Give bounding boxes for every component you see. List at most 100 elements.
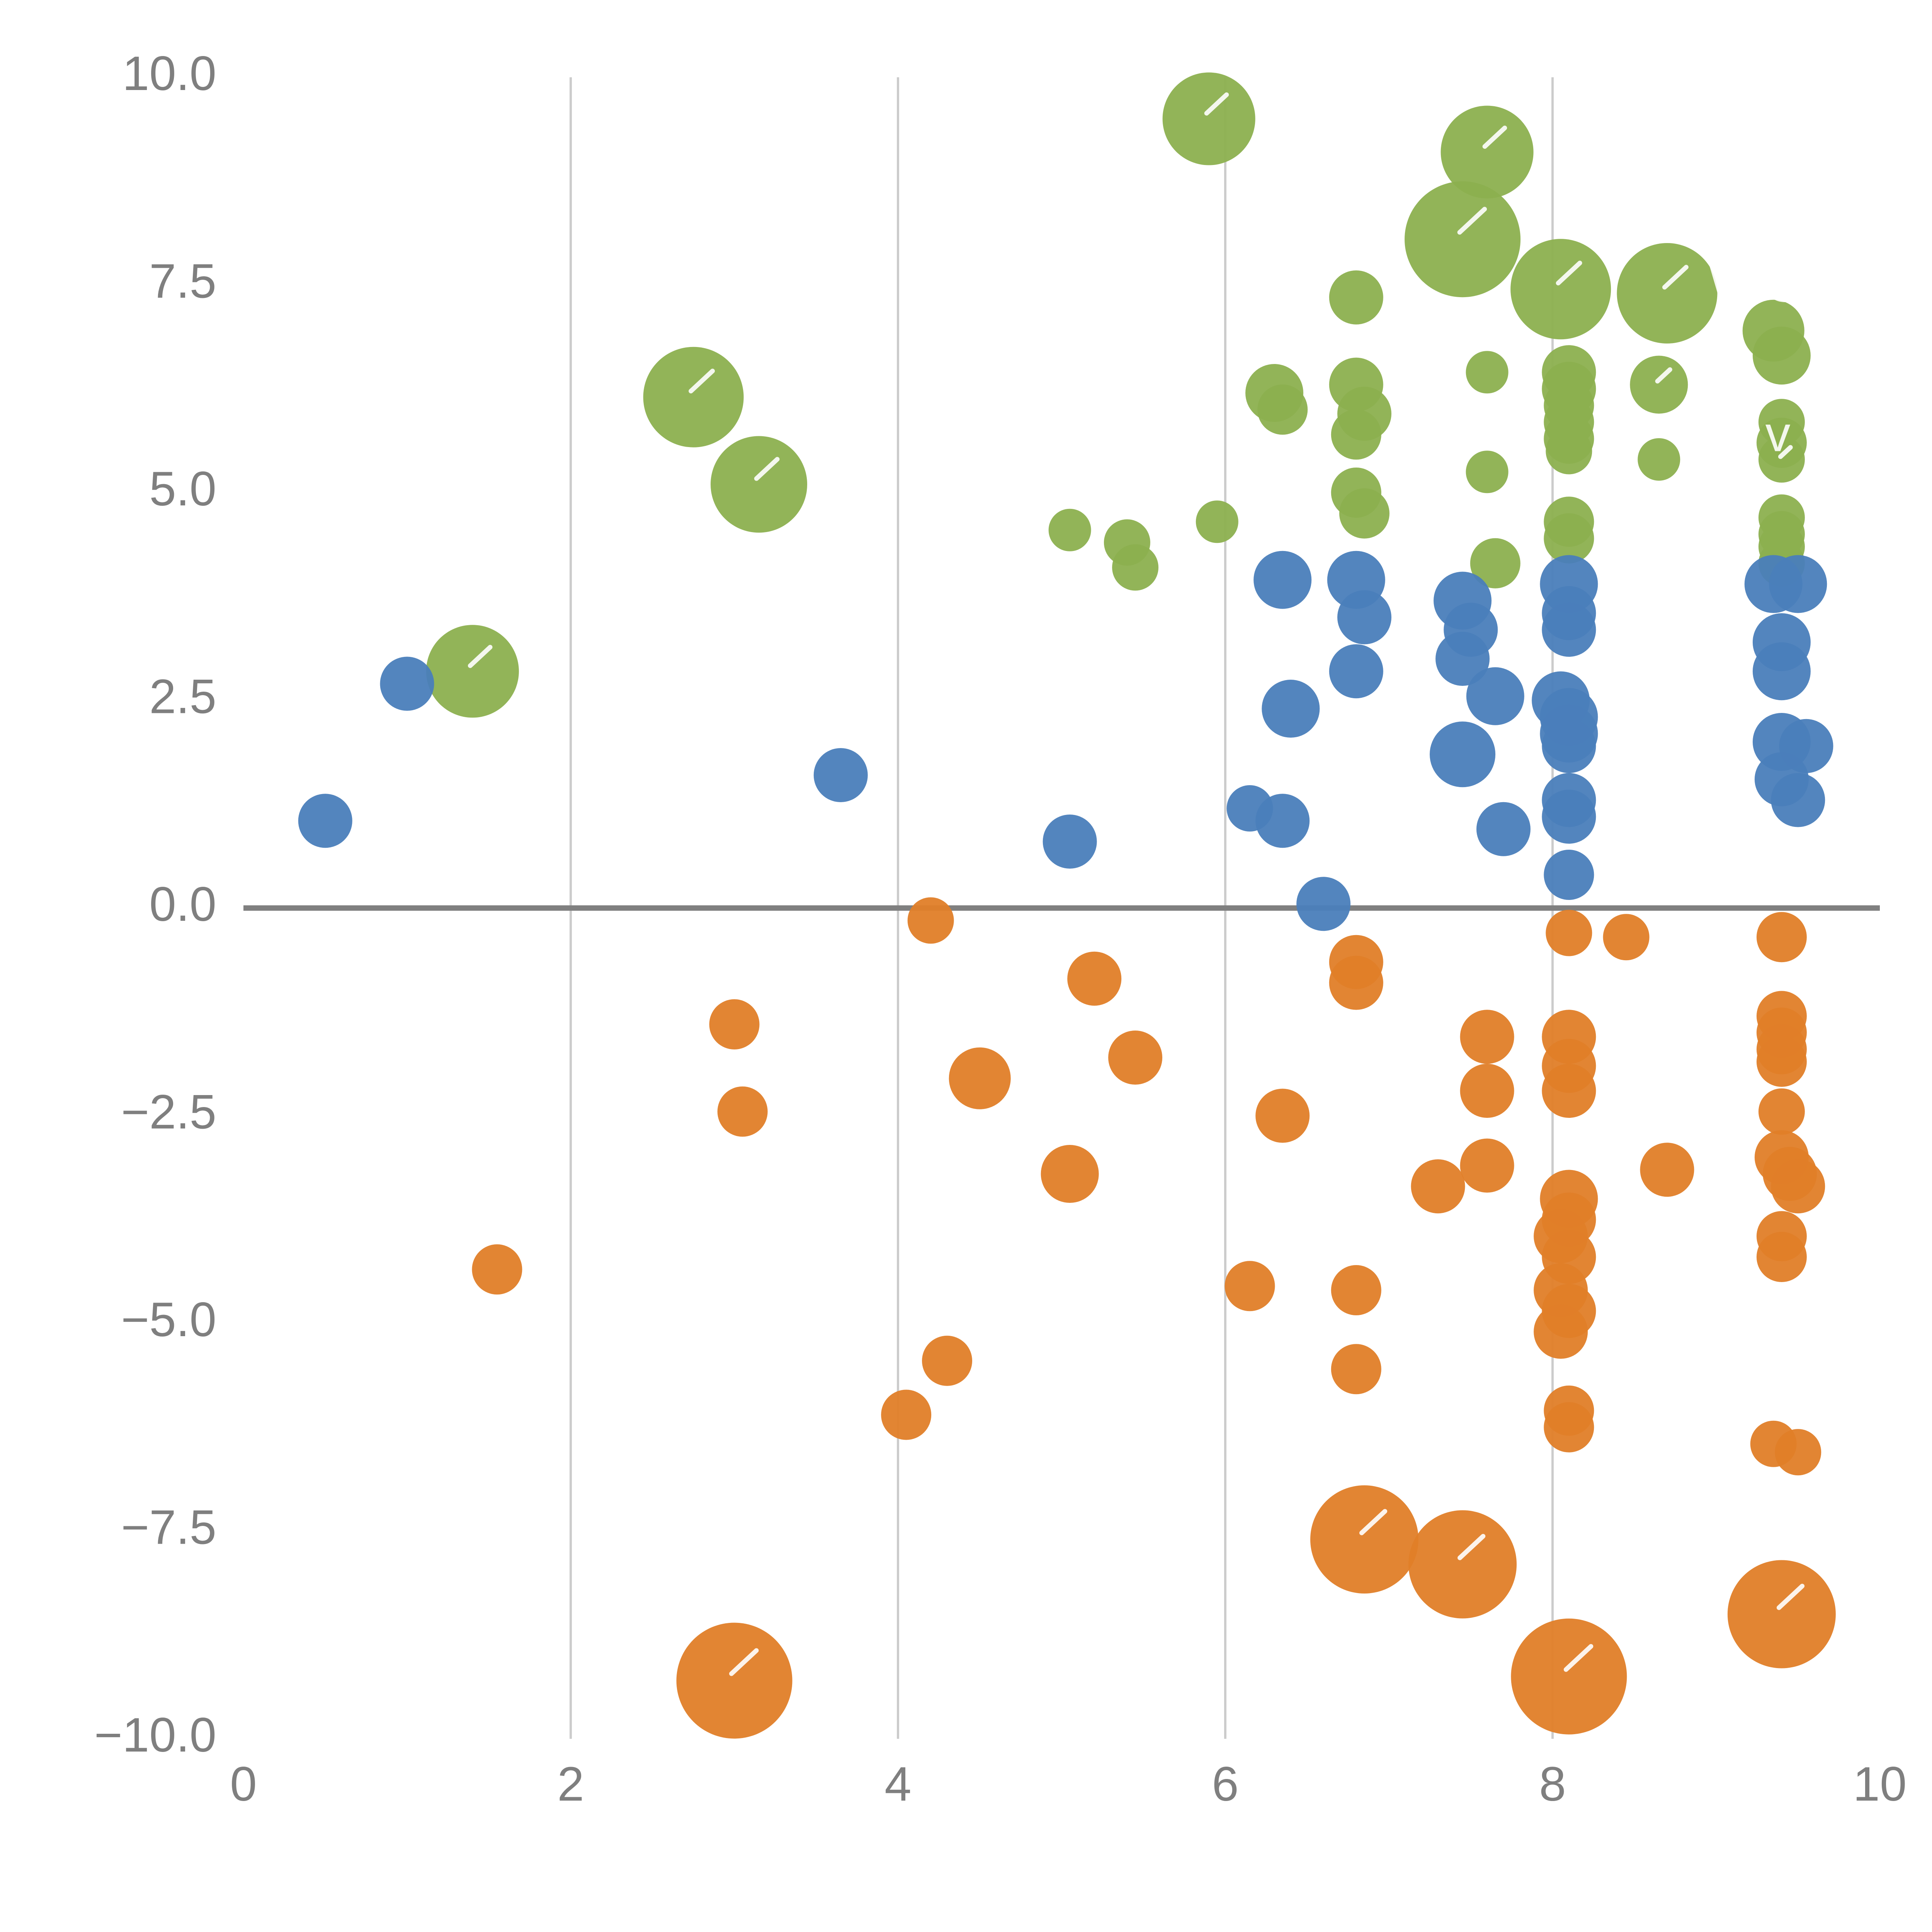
- data-point-orange: [1408, 1510, 1517, 1619]
- data-point-orange: [1511, 1618, 1627, 1735]
- x-tick-label: 0: [230, 1757, 257, 1811]
- data-point-orange: [1331, 1265, 1381, 1315]
- data-points: [298, 72, 1836, 1739]
- data-point-blue: [813, 748, 868, 802]
- data-point-blue: [1542, 789, 1596, 844]
- data-point-orange: [1225, 1261, 1275, 1311]
- data-point-green: [1752, 327, 1811, 385]
- data-point-blue: [1329, 644, 1383, 699]
- data-point-green: [1638, 438, 1680, 481]
- data-point-green: [1470, 538, 1520, 588]
- data-point-orange: [1640, 1143, 1694, 1197]
- x-tick-label: 4: [884, 1757, 912, 1811]
- data-point-orange: [1756, 1036, 1807, 1087]
- point-label-annotation: v: [1765, 406, 1791, 462]
- bubble-highlight-mark: [1776, 1583, 1805, 1610]
- data-point-orange: [907, 897, 954, 944]
- data-point-green: [1329, 270, 1383, 325]
- data-point-orange: [1603, 914, 1650, 961]
- data-point-green: [1630, 355, 1688, 414]
- data-point-orange: [1756, 912, 1807, 963]
- data-point-blue: [1435, 632, 1490, 686]
- data-point-blue: [1752, 642, 1811, 701]
- data-point-blue: [1769, 555, 1827, 613]
- data-point-green: [1466, 351, 1509, 394]
- data-point-blue: [1771, 773, 1825, 827]
- bubble-highlight-mark: [689, 369, 715, 394]
- data-point-green: [1162, 72, 1255, 165]
- annotations: WOO v: [1708, 249, 1853, 462]
- data-point-orange: [1411, 1159, 1465, 1214]
- bubble-highlight-mark: [1778, 445, 1793, 459]
- data-point-green: [1546, 428, 1592, 474]
- data-point-green: [1544, 513, 1594, 564]
- bubble-highlight-mark: [1556, 260, 1582, 286]
- data-point-orange: [1727, 1560, 1836, 1668]
- bubble-highlight-mark: [468, 645, 493, 668]
- data-point-blue: [1542, 719, 1596, 773]
- x-tick-label: 8: [1539, 1757, 1566, 1811]
- bubble-highlight-mark: [1458, 1534, 1486, 1560]
- data-point-green: [1405, 181, 1521, 298]
- bubble-highlight-mark: [1457, 207, 1487, 235]
- data-point-orange: [1041, 1145, 1099, 1203]
- y-tick-label: −7.5: [121, 1501, 216, 1554]
- data-point-blue: [1262, 680, 1320, 738]
- x-tick-label: 2: [557, 1757, 584, 1811]
- y-tick-label: 10.0: [122, 47, 216, 100]
- data-point-blue: [1544, 850, 1594, 900]
- data-point-orange: [1756, 1232, 1807, 1282]
- bubble-highlight-mark: [1655, 367, 1672, 384]
- data-point-orange: [709, 999, 760, 1049]
- data-point-orange: [1775, 1429, 1821, 1476]
- data-point-blue: [1253, 551, 1312, 609]
- bubble-highlight-mark: [754, 457, 780, 481]
- data-point-orange: [1108, 1031, 1163, 1085]
- data-point-orange: [1067, 951, 1122, 1006]
- data-point-green: [1112, 544, 1159, 591]
- data-point-green: [1339, 488, 1389, 539]
- bubble-highlight-mark: [1359, 1509, 1388, 1536]
- data-point-orange: [922, 1335, 973, 1386]
- data-point-blue: [1476, 802, 1531, 856]
- data-point-blue: [1430, 721, 1496, 787]
- data-point-orange: [1460, 1138, 1514, 1193]
- data-point-orange: [1546, 910, 1592, 956]
- data-point-orange: [949, 1047, 1011, 1109]
- y-tick-label: −10.0: [94, 1708, 216, 1762]
- bubble-highlight-mark: [1204, 92, 1229, 116]
- axis-tick-labels: 10.0 7.5 5.0 2.5 0.0 −2.5 −5.0 −7.5 −10.0 0 2 4 6 8 10: [94, 47, 1907, 1811]
- data-point-orange: [1758, 1088, 1805, 1135]
- data-point-blue: [1296, 877, 1351, 931]
- y-tick-label: 7.5: [149, 255, 216, 308]
- data-point-orange: [1544, 1402, 1594, 1452]
- data-point-green: [1758, 436, 1805, 483]
- data-point-orange: [1542, 1064, 1596, 1118]
- data-point-orange: [881, 1389, 932, 1440]
- y-tick-label: −2.5: [121, 1085, 216, 1139]
- data-point-orange: [1460, 1064, 1514, 1118]
- data-point-green: [1257, 384, 1308, 435]
- x-tick-label: 6: [1212, 1757, 1239, 1811]
- data-point-blue: [298, 794, 352, 848]
- data-point-green: [426, 625, 519, 718]
- data-point-orange: [1534, 1304, 1588, 1359]
- data-point-orange: [472, 1244, 522, 1295]
- data-point-green: [1466, 451, 1509, 493]
- data-point-orange: [1331, 1344, 1381, 1395]
- data-point-green: [1617, 243, 1718, 344]
- data-point-orange: [1255, 1088, 1310, 1143]
- data-point-green: [643, 347, 744, 447]
- bubble-highlight-mark: [1662, 265, 1689, 290]
- data-point-green: [1331, 409, 1381, 460]
- data-point-orange: [676, 1622, 793, 1739]
- bubble-highlight-mark: [1482, 126, 1507, 149]
- data-point-green: [1196, 500, 1238, 543]
- data-point-orange: [1310, 1485, 1418, 1594]
- data-point-orange: [1771, 1159, 1825, 1214]
- x-tick-label: 10: [1853, 1757, 1906, 1811]
- bubble-highlight-mark: [729, 1648, 759, 1676]
- data-point-green: [1440, 105, 1534, 199]
- bubble-highlight-marks: [468, 92, 1805, 1676]
